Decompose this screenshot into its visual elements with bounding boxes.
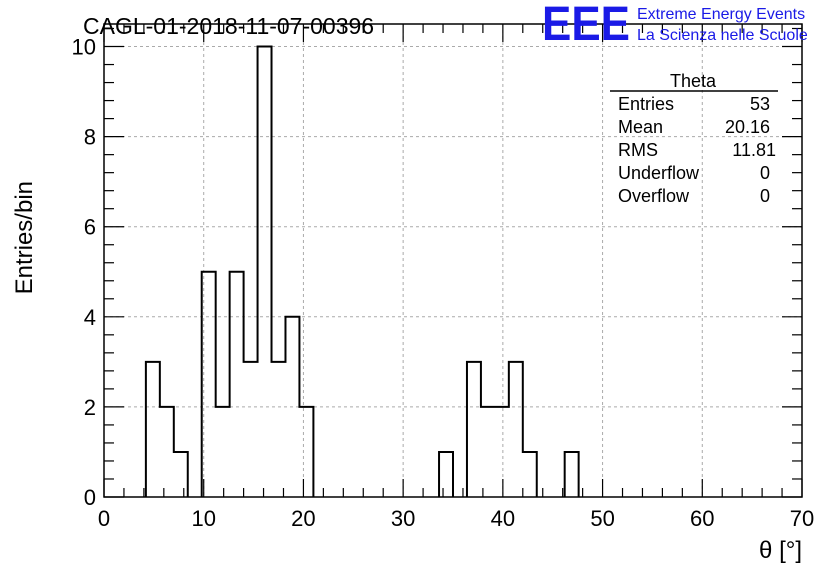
axis-ticks <box>103 24 803 498</box>
y-axis-label: Entries/bin <box>11 181 38 294</box>
x-tick-labels: 0 10 20 30 40 50 60 70 <box>98 506 814 531</box>
y-tick-labels: 0 2 4 6 8 10 <box>72 35 96 510</box>
stats-label-mean: Mean <box>618 117 663 137</box>
x-tick-label: 50 <box>590 506 614 531</box>
logo-line-2: La Scienza nelle Scuole <box>637 27 808 44</box>
y-tick-label: 4 <box>84 305 96 330</box>
grid <box>104 24 802 497</box>
logo-line-1: Extreme Energy Events <box>637 6 805 23</box>
plot-frame <box>103 23 803 498</box>
y-tick-label: 0 <box>84 485 96 510</box>
stats-value-underflow: 0 <box>760 163 770 183</box>
stats-value-overflow: 0 <box>760 186 770 206</box>
chart-title: CAGL-01-2018-11-07-00396 <box>83 13 374 39</box>
stats-box: Theta Entries 53 Mean 20.16 RMS 11.81 Un… <box>610 71 778 206</box>
x-tick-label: 0 <box>98 506 110 531</box>
y-tick-label: 8 <box>84 125 96 150</box>
logo-mark: EEE <box>542 0 630 51</box>
histogram-outline <box>144 45 580 497</box>
x-tick-label: 60 <box>690 506 714 531</box>
x-tick-label: 70 <box>790 506 814 531</box>
stats-label-underflow: Underflow <box>618 163 700 183</box>
y-tick-label: 10 <box>72 35 96 60</box>
x-tick-label: 40 <box>491 506 515 531</box>
stats-label-overflow: Overflow <box>618 186 690 206</box>
stats-label-entries: Entries <box>618 94 674 114</box>
stats-value-rms: 11.81 <box>732 140 776 160</box>
stats-label-rms: RMS <box>618 140 658 160</box>
x-axis-label: θ [°] <box>759 537 802 564</box>
y-tick-label: 2 <box>84 395 96 420</box>
stats-name: Theta <box>670 71 717 91</box>
x-tick-label: 30 <box>391 506 415 531</box>
eee-logo: EEE Extreme Energy Events La Scienza nel… <box>542 0 808 51</box>
x-tick-label: 20 <box>291 506 315 531</box>
x-tick-label: 10 <box>191 506 215 531</box>
y-tick-label: 6 <box>84 215 96 240</box>
stats-value-entries: 53 <box>750 94 770 114</box>
stats-value-mean: 20.16 <box>725 117 770 137</box>
